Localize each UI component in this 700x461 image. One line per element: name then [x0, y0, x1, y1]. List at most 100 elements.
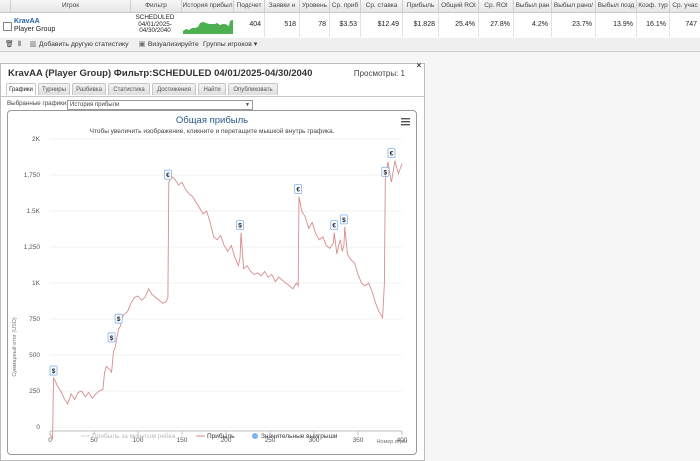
filter-cell: SCHEDULED 04/01/2025- 04/30/2040 — [131, 14, 179, 35]
chart-select[interactable]: История прибыли ▼ — [67, 100, 253, 110]
legend-profit-label: Прибыль — [207, 432, 235, 440]
big-win-flag — [164, 169, 172, 180]
player-groups-dropdown[interactable]: Группы игроков ▾ — [203, 38, 257, 51]
visualize-label: Визуализируйте — [147, 41, 199, 48]
header-early-exit-2[interactable]: Выбыл рано/ — [552, 0, 596, 12]
row-checkbox[interactable] — [3, 22, 12, 31]
player-name-link[interactable]: KravAA — [14, 18, 40, 25]
cell-avg-stake: $12.49 — [361, 13, 403, 37]
tab-find[interactable]: Найти — [198, 83, 226, 95]
x-tick-label: 50 — [90, 437, 98, 444]
y-tick-label: 1K — [32, 280, 41, 287]
visualize-button[interactable]: ▣ Визуализируйте — [138, 38, 199, 51]
header-coef[interactable]: Коэф. тур — [637, 0, 670, 12]
header-total-roi[interactable]: Общий ROI — [439, 0, 479, 12]
legend-wins-dot — [252, 433, 258, 439]
header-avg-stake[interactable]: Ср. ставка — [361, 0, 403, 12]
cell-profit: $1.828 — [403, 13, 439, 37]
big-win-flag — [294, 184, 303, 194]
chevron-down-icon: ▾ — [253, 41, 258, 48]
y-tick-label: 1,250 — [24, 244, 41, 251]
cell-avg-roi: 27.8% — [479, 13, 514, 37]
x-tick-label: 300 — [309, 437, 320, 444]
big-win-flag — [107, 332, 116, 343]
y-tick-label: 1,750 — [24, 172, 41, 179]
chart-big-wins: $ $ $ € $ € € $ $ € — [49, 148, 396, 376]
header-profit-history[interactable]: История прибыл — [182, 0, 234, 12]
x-tick-label: 0 — [48, 437, 52, 444]
tab-publish[interactable]: Опубликовать — [228, 83, 278, 95]
chart-title: Общая прибыль — [176, 115, 248, 126]
tab-achievements[interactable]: Достижения — [152, 83, 196, 95]
table-row[interactable]: KravAA Player Group SCHEDULED 04/01/2025… — [0, 13, 700, 37]
big-win-symbol: $ — [117, 316, 121, 323]
big-win-marker: $ — [381, 166, 390, 177]
header-avg-part[interactable]: Ср. учас — [672, 2, 698, 9]
big-win-symbol: € — [390, 151, 394, 158]
add-stat-button[interactable]: ▥ Добавить другую статистику — [29, 38, 129, 51]
image-icon: ▣ — [138, 41, 146, 48]
x-axis-label: Номер игры — [376, 439, 407, 445]
y-tick-label: 1.5K — [27, 208, 41, 215]
big-win-flag — [381, 166, 390, 177]
legend-rake-label: Прибыль за минусом рейка — [92, 432, 176, 440]
trash-icon[interactable]: 🗑 — [5, 41, 14, 48]
legend-wins-label: Значительные выигрыши — [261, 433, 338, 440]
x-tick-label: 200 — [221, 437, 232, 444]
cell-level: 78 — [300, 13, 330, 37]
header-late-exit[interactable]: Выбыл позд — [596, 0, 637, 12]
big-win-flag — [330, 220, 339, 230]
header-avg-roi[interactable]: Ср. ROI — [479, 0, 514, 12]
big-win-symbol: $ — [342, 217, 346, 224]
bars-icon[interactable]: ⫴ — [18, 41, 21, 48]
table-header: Игрок Фильтр История прибыл Подсчет Заяв… — [0, 0, 700, 13]
toolbar: 🗑 ⫴ ▥ Добавить другую статистику ▣ Визуа… — [0, 38, 700, 52]
header-filter[interactable]: Фильтр — [131, 0, 182, 12]
tab-breakdown[interactable]: Разбивка — [72, 83, 106, 95]
header-profit[interactable]: Прибыль — [403, 0, 439, 12]
filter-line: 04/01/2025- — [138, 20, 172, 28]
tab-charts[interactable]: Графики — [6, 83, 36, 95]
views-count: Просмотры: 1 — [353, 69, 405, 78]
big-win-marker: € — [387, 148, 396, 158]
tab-tournaments[interactable]: Турниры — [38, 83, 70, 95]
legend-rake: Прибыль за минусом рейка — [81, 432, 176, 440]
big-win-symbol: € — [296, 187, 300, 194]
big-win-flag — [236, 220, 244, 230]
tab-divider — [1, 96, 424, 97]
y-tick-label: 750 — [29, 316, 40, 323]
chart-axes: 0 250 500 750 1K 1,250 1.5K 1,750 2K 0 50 100 150 200… — [24, 136, 408, 444]
cell-avg-part: 747 — [685, 21, 697, 28]
header-avg-profit[interactable]: Ср. приб — [330, 0, 361, 12]
chart-select-value: История прибыли — [70, 102, 120, 108]
cell-entries: 518 — [265, 13, 300, 37]
tab-statistics[interactable]: Статистика — [108, 83, 150, 95]
header-level[interactable]: Уровень — [300, 0, 330, 12]
cell-avg-profit: $3.53 — [330, 13, 361, 37]
big-win-marker: € — [330, 220, 339, 230]
big-win-symbol: $ — [52, 368, 56, 375]
big-win-marker: $ — [107, 332, 116, 343]
profit-sparkline[interactable] — [183, 17, 233, 34]
close-icon[interactable]: × — [416, 61, 422, 70]
big-win-symbol: $ — [110, 335, 114, 342]
chart-container[interactable]: Общая прибыль Чтобы увеличить изображени… — [7, 110, 417, 455]
y-tick-label: 500 — [29, 352, 40, 359]
header-count[interactable]: Подсчет — [234, 0, 265, 12]
groups-label: Группы игроков — [203, 41, 252, 48]
columns-icon: ▥ — [29, 41, 37, 48]
chevron-down-icon: ▼ — [245, 102, 250, 108]
chart-select-row: Выбранные графики: История прибыли ▼ — [7, 100, 253, 110]
header-early-exit[interactable]: Выбыл ран — [514, 0, 552, 12]
header-entries[interactable]: Заявки н — [265, 0, 300, 12]
menu-icon[interactable] — [401, 118, 410, 126]
cell-total-roi: 25.4% — [439, 13, 479, 37]
panel-title: KravAA (Player Group) Фильтр:SCHEDULED 0… — [8, 68, 313, 79]
y-axis-label: Суммарный итог (USD) — [11, 317, 18, 376]
header-checkbox-cell — [0, 0, 11, 12]
x-tick-label: 150 — [177, 437, 188, 444]
y-tick-label: 2K — [32, 136, 41, 143]
profit-chart[interactable]: Общая прибыль Чтобы увеличить изображени… — [8, 111, 416, 454]
big-win-symbol: $ — [383, 169, 387, 176]
header-player[interactable]: Игрок — [11, 0, 131, 12]
